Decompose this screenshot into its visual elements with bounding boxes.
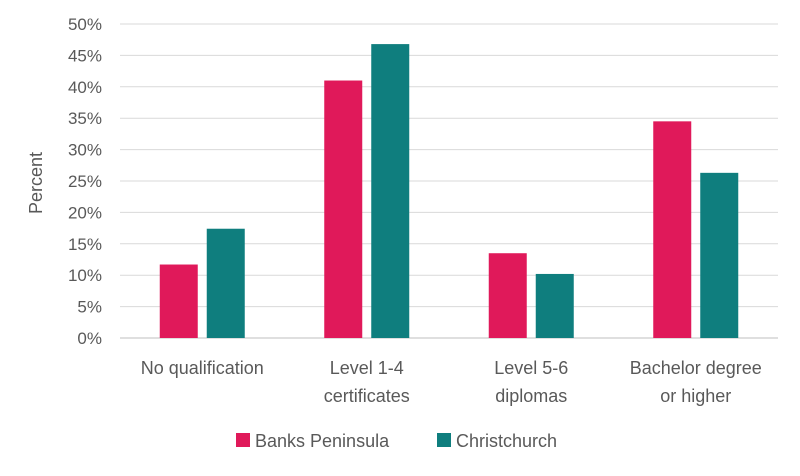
- bar-christchurch: [700, 172, 739, 338]
- y-tick-label: 45%: [68, 46, 102, 65]
- y-tick-label: 40%: [68, 78, 102, 97]
- category-label: Bachelor degree: [630, 358, 762, 378]
- y-tick-label: 10%: [68, 266, 102, 285]
- bar-christchurch: [371, 44, 410, 338]
- category-label: certificates: [324, 386, 410, 406]
- y-axis-label: Percent: [26, 152, 46, 214]
- bar-christchurch: [206, 228, 245, 338]
- category-label: No qualification: [141, 358, 264, 378]
- bar-banks-peninsula: [653, 121, 692, 338]
- y-tick-label: 25%: [68, 172, 102, 191]
- category-label: Level 5-6: [494, 358, 568, 378]
- legend: Banks Peninsula Christchurch: [236, 431, 557, 451]
- x-axis-labels: No qualification Level 1-4 certificates Lev…: [141, 358, 762, 406]
- bar-banks-peninsula: [159, 264, 198, 338]
- y-tick-label: 35%: [68, 109, 102, 128]
- y-tick-label: 15%: [68, 235, 102, 254]
- category-label: Level 1-4: [330, 358, 404, 378]
- y-tick-label: 20%: [68, 203, 102, 222]
- y-tick-label: 0%: [77, 329, 102, 348]
- legend-swatch: [437, 433, 451, 447]
- legend-label: Christchurch: [456, 431, 557, 451]
- bar-banks-peninsula: [324, 80, 363, 339]
- legend-swatch: [236, 433, 250, 447]
- y-tick-label: 30%: [68, 141, 102, 160]
- bar-christchurch: [535, 273, 574, 338]
- legend-label: Banks Peninsula: [255, 431, 390, 451]
- category-label: diplomas: [495, 386, 567, 406]
- y-tick-label: 5%: [77, 298, 102, 317]
- bars: [159, 44, 739, 339]
- y-tick-label: 50%: [68, 15, 102, 34]
- y-axis-ticks: 0% 5% 10% 15% 20% 25% 30% 35% 40% 45% 50%: [68, 15, 102, 348]
- category-label: or higher: [660, 386, 731, 406]
- bar-banks-peninsula: [488, 253, 527, 338]
